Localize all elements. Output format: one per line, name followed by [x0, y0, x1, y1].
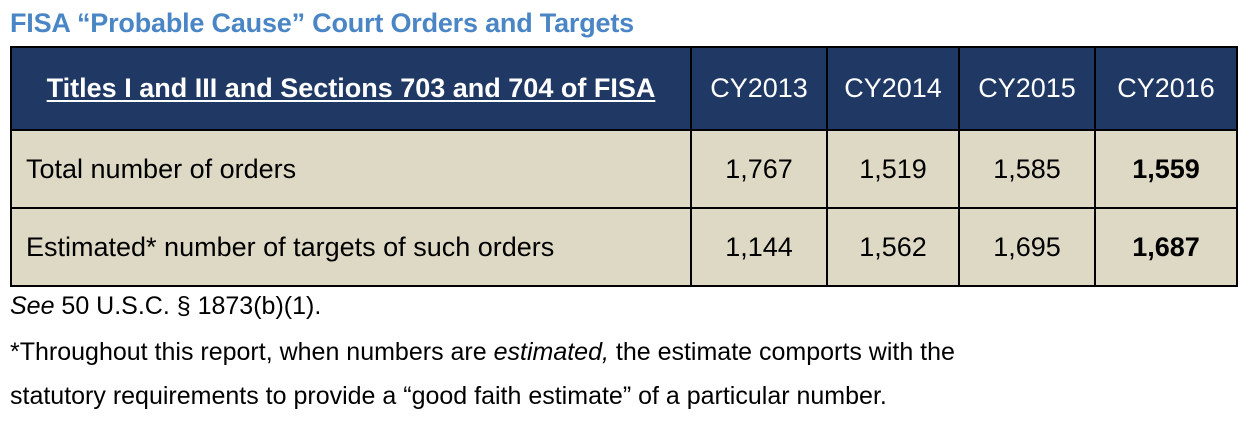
- cell-value: 1,767: [690, 129, 828, 209]
- column-header-cy2016: CY2016: [1094, 46, 1238, 131]
- row-label: Total number of orders: [10, 129, 692, 209]
- cell-value: 1,585: [958, 129, 1096, 209]
- citation-text: 50 U.S.C. § 1873(b)(1).: [54, 292, 322, 320]
- footnote-line-1: *Throughout this report, when numbers ar…: [10, 336, 955, 368]
- row-header-label: Titles I and III and Sections 703 and 70…: [46, 73, 656, 103]
- cell-value-highlight: 1,559: [1094, 129, 1238, 209]
- cell-value: 1,144: [690, 207, 828, 287]
- cell-value: 1,562: [826, 207, 960, 287]
- footnote-emphasis: estimated,: [493, 338, 609, 366]
- citation-note: See 50 U.S.C. § 1873(b)(1).: [10, 290, 321, 322]
- table-row-estimated-targets: Estimated* number of targets of such ord…: [10, 207, 1238, 287]
- fisa-orders-table: Titles I and III and Sections 703 and 70…: [10, 46, 1238, 287]
- footnote-text-b: the estimate comports with the: [608, 338, 955, 366]
- citation-see: See: [10, 292, 55, 320]
- cell-value-highlight: 1,687: [1094, 207, 1238, 287]
- table-header-row: Titles I and III and Sections 703 and 70…: [10, 46, 1238, 131]
- table-row-total-orders: Total number of orders 1,767 1,519 1,585…: [10, 129, 1238, 209]
- row-header-cell: Titles I and III and Sections 703 and 70…: [10, 46, 692, 131]
- footnote-text-a: *Throughout this report, when numbers ar…: [10, 338, 494, 366]
- column-header-cy2014: CY2014: [826, 46, 960, 131]
- row-label: Estimated* number of targets of such ord…: [10, 207, 692, 287]
- cell-value: 1,695: [958, 207, 1096, 287]
- footnote-line-2: statutory requirements to provide a “goo…: [10, 382, 887, 410]
- cell-value: 1,519: [826, 129, 960, 209]
- column-header-cy2015: CY2015: [958, 46, 1096, 131]
- column-header-cy2013: CY2013: [690, 46, 828, 131]
- page-title: FISA “Probable Cause” Court Orders and T…: [10, 8, 634, 38]
